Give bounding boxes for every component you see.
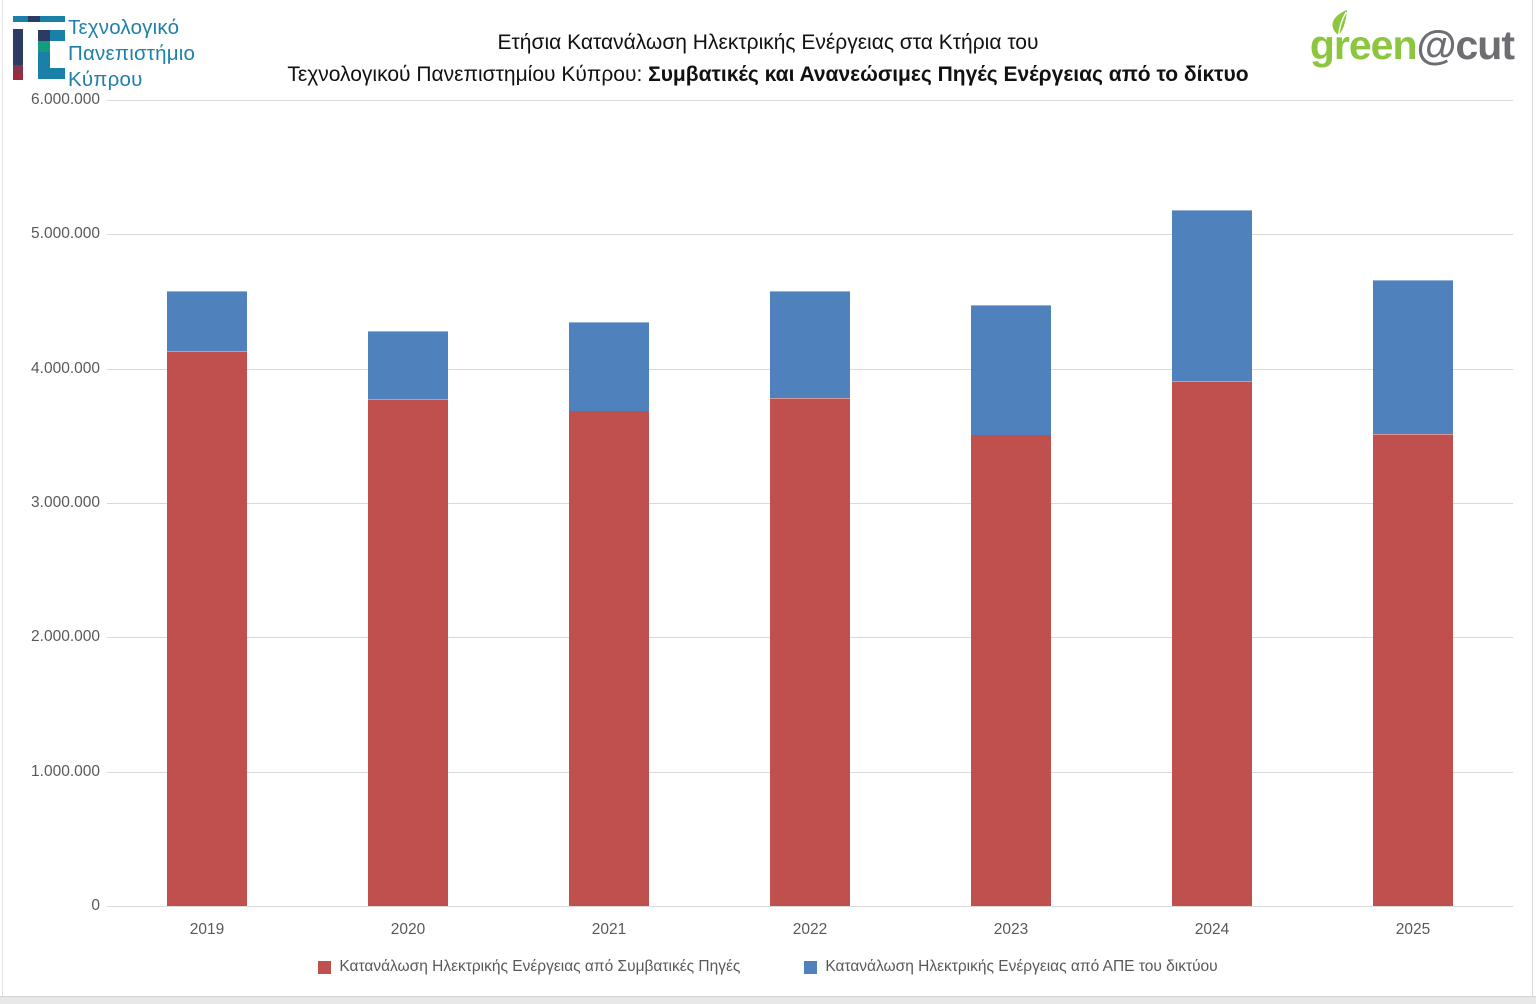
x-axis-label-2022: 2022	[792, 921, 828, 938]
bar-segment-2023-series0	[971, 434, 1051, 906]
x-axis-label-2021: 2021	[591, 921, 627, 938]
chart-title-line2: Τεχνολογικού Πανεπιστημίου Κύπρου: Συμβα…	[240, 63, 1296, 87]
x-axis-label-2020: 2020	[390, 921, 426, 938]
x-axis-label-2019: 2019	[189, 921, 225, 938]
bar-segment-2020-series1	[368, 331, 448, 399]
bar-segment-2020-series0	[368, 399, 448, 906]
chart-title-line2-regular: Τεχνολογικού Πανεπιστημίου Κύπρου:	[287, 63, 649, 86]
bar-segment-2022-series1	[770, 291, 850, 398]
chart-title-line1: Ετήσια Κατανάλωση Ηλεκτρικής Ενέργειας σ…	[497, 31, 1039, 54]
y-axis-label: 4.000.000	[31, 360, 100, 377]
university-name-line3: Κύπρου	[68, 68, 143, 91]
legend-label: Κατανάλωση Ηλεκτρικής Ενέργειας από Συμβ…	[339, 958, 741, 975]
bar-segment-2025-series0	[1373, 434, 1453, 906]
y-axis-label: 0	[91, 897, 100, 914]
bar-segment-2021-series0	[569, 410, 649, 906]
bar-segment-2019-series1	[167, 291, 247, 351]
chart-title-line2-bold: Συμβατικές και Ανανεώσιμες Πηγές Ενέργει…	[648, 63, 1249, 86]
y-axis-label: 3.000.000	[31, 494, 100, 511]
greenatcut-logo: green@cut	[1309, 9, 1515, 69]
leaf-icon	[1332, 9, 1347, 36]
legend-swatch-icon	[804, 960, 818, 974]
bottom-window-strip	[0, 996, 1536, 1004]
legend-swatch-icon	[318, 960, 332, 974]
gridline	[107, 234, 1513, 235]
university-name-line1: Τεχνολογικό	[68, 16, 180, 39]
bar-segment-2021-series1	[569, 322, 649, 411]
legend-item-series1: Κατανάλωση Ηλεκτρικής Ενέργειας από ΑΠΕ …	[804, 958, 1218, 976]
x-axis-label-2024: 2024	[1194, 921, 1230, 938]
y-axis-label: 5.000.000	[31, 225, 100, 242]
left-edge-border	[2, 0, 3, 997]
x-axis-label-2025: 2025	[1395, 921, 1431, 938]
brand-grey-text: @cut	[1416, 22, 1515, 68]
y-axis-label: 6.000.000	[31, 91, 100, 108]
bar-segment-2025-series1	[1373, 280, 1453, 434]
cut-university-logo-icon	[13, 16, 66, 80]
bar-segment-2022-series0	[770, 398, 850, 906]
university-name-line2: Πανεπιστήμιο	[68, 42, 196, 65]
gridline	[107, 100, 1513, 101]
y-axis-label: 1.000.000	[31, 763, 100, 780]
gridline	[107, 906, 1513, 907]
bar-segment-2019-series0	[167, 351, 247, 906]
university-name: Τεχνολογικό Πανεπιστήμιο Κύπρου	[68, 15, 195, 93]
brand-green-text: green	[1309, 22, 1418, 68]
right-edge-border	[1532, 0, 1533, 997]
legend-item-series0: Κατανάλωση Ηλεκτρικής Ενέργειας από Συμβ…	[318, 958, 740, 976]
chart-legend: Κατανάλωση Ηλεκτρικής Ενέργειας από Συμβ…	[0, 958, 1536, 976]
y-axis-label: 2.000.000	[31, 628, 100, 645]
bar-segment-2024-series1	[1172, 210, 1252, 381]
bar-segment-2024-series0	[1172, 381, 1252, 906]
bar-segment-2023-series1	[971, 305, 1051, 435]
x-axis-label-2023: 2023	[993, 921, 1029, 938]
legend-label: Κατανάλωση Ηλεκτρικής Ενέργειας από ΑΠΕ …	[825, 958, 1218, 975]
